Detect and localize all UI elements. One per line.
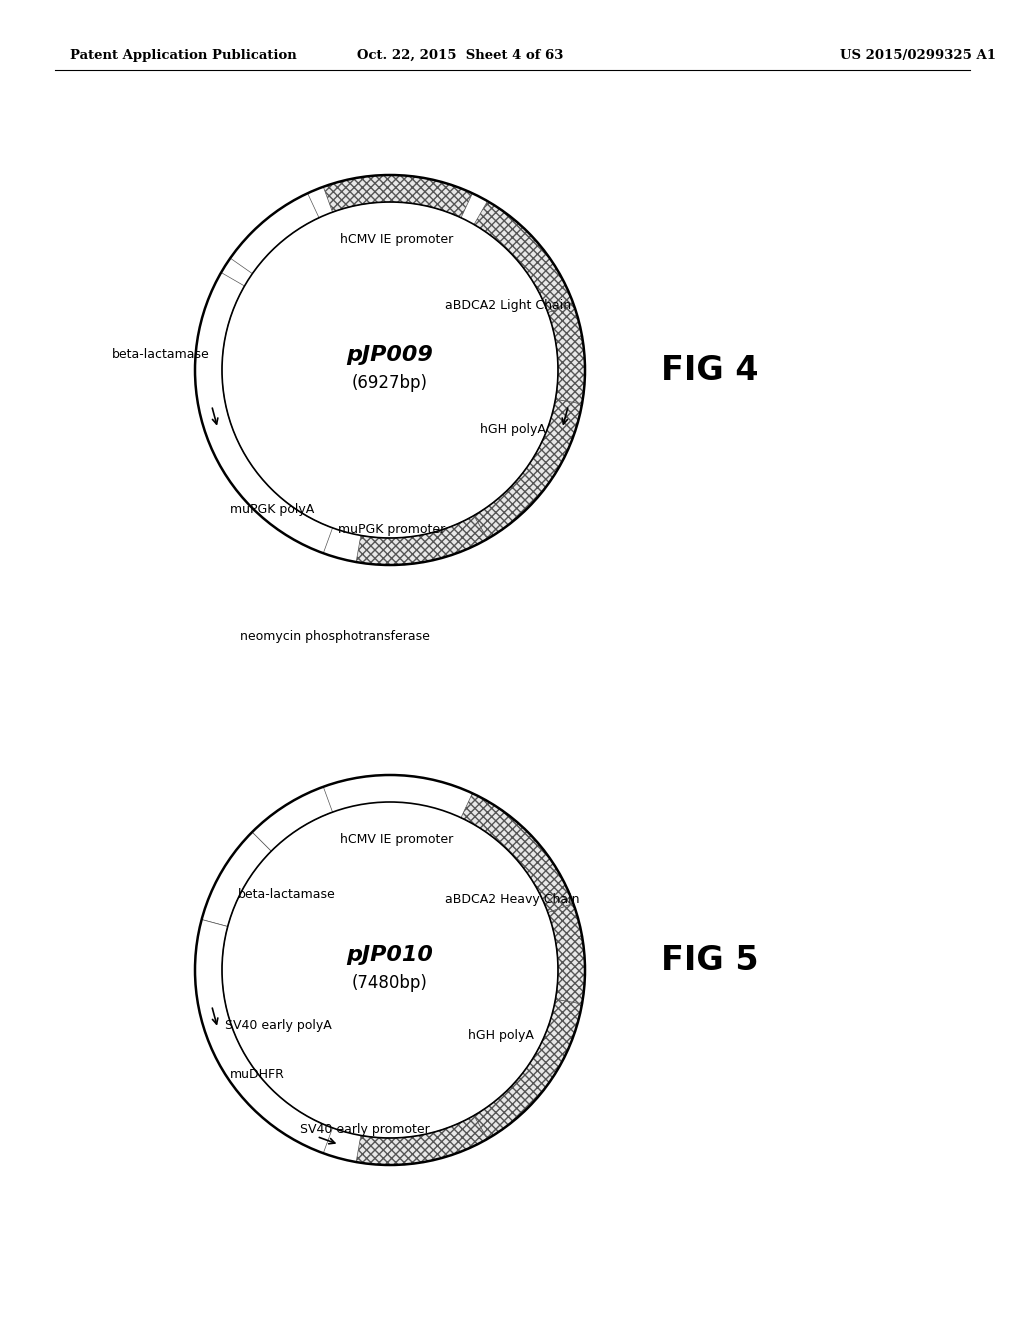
Text: hCMV IE promoter: hCMV IE promoter [340,833,454,846]
Circle shape [193,774,587,1167]
Text: beta-lactamase: beta-lactamase [238,888,336,902]
Text: muDHFR: muDHFR [230,1068,285,1081]
Wedge shape [356,1115,487,1166]
Wedge shape [252,787,333,851]
Text: SV40 early polyA: SV40 early polyA [225,1019,332,1031]
Text: muPGK polyA: muPGK polyA [230,503,314,516]
Text: FIG 4: FIG 4 [662,354,759,387]
Wedge shape [548,304,585,404]
Circle shape [223,203,557,537]
Circle shape [223,803,557,1137]
Wedge shape [474,399,582,539]
Wedge shape [195,272,333,553]
Wedge shape [202,832,271,927]
Wedge shape [474,201,573,313]
Wedge shape [461,793,573,912]
Text: Oct. 22, 2015  Sheet 4 of 63: Oct. 22, 2015 Sheet 4 of 63 [356,49,563,62]
Text: (7480bp): (7480bp) [352,974,428,993]
Wedge shape [474,999,582,1139]
Text: hGH polyA: hGH polyA [468,1028,534,1041]
Text: hGH polyA: hGH polyA [480,424,546,437]
Wedge shape [548,903,585,1005]
Text: FIG 5: FIG 5 [662,944,759,977]
Text: beta-lactamase: beta-lactamase [113,348,210,362]
Text: pJP010: pJP010 [346,945,433,965]
Wedge shape [230,193,319,273]
Text: US 2015/0299325 A1: US 2015/0299325 A1 [840,49,996,62]
Text: aBDCA2 Heavy Chain: aBDCA2 Heavy Chain [445,894,580,907]
Text: (6927bp): (6927bp) [352,374,428,392]
Wedge shape [195,920,333,1154]
Text: Patent Application Publication: Patent Application Publication [70,49,297,62]
Text: pJP009: pJP009 [346,345,433,366]
Wedge shape [324,176,472,218]
Text: SV40 early promoter: SV40 early promoter [300,1123,430,1137]
Text: muPGK promoter: muPGK promoter [338,524,445,536]
Text: neomycin phosphotransferase: neomycin phosphotransferase [240,630,430,643]
Text: hCMV IE promoter: hCMV IE promoter [340,234,454,247]
Text: aBDCA2 Light Chain: aBDCA2 Light Chain [445,298,571,312]
Wedge shape [356,516,487,565]
Circle shape [193,173,587,568]
